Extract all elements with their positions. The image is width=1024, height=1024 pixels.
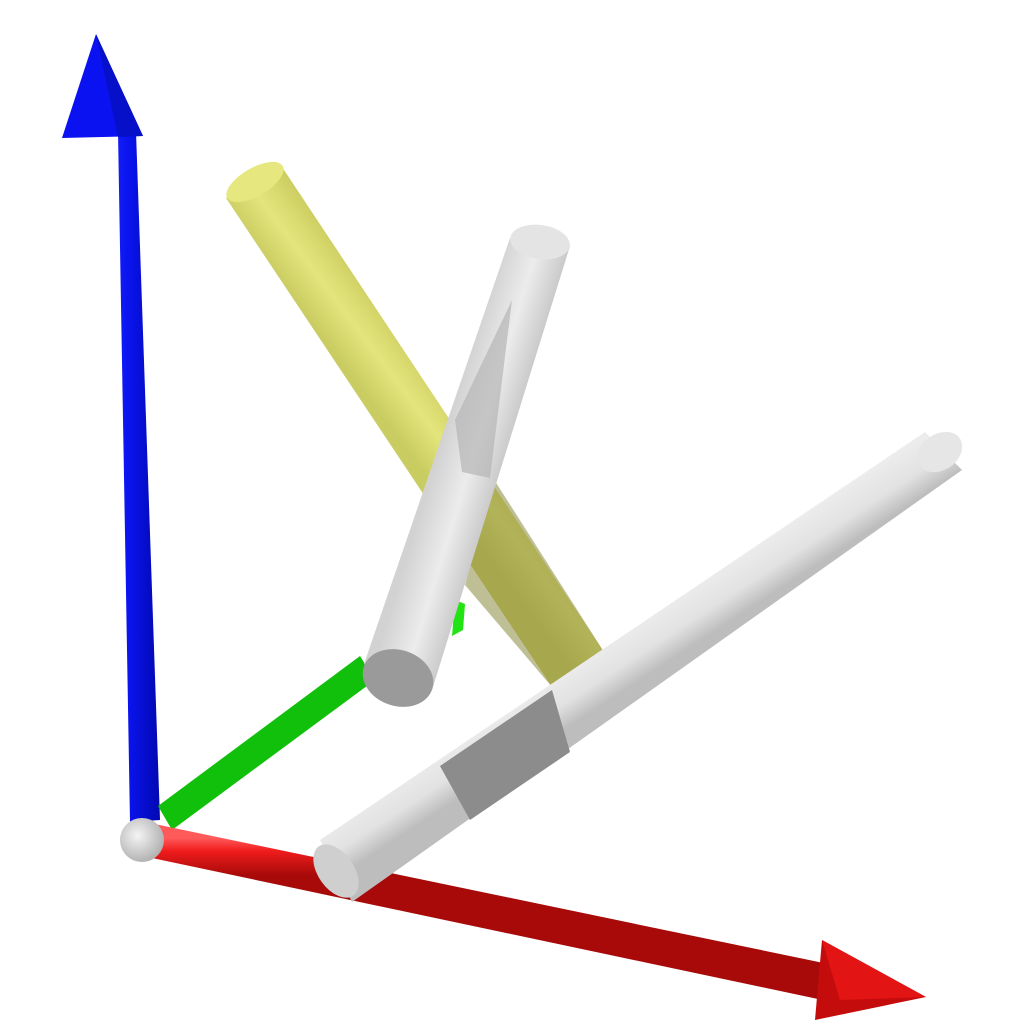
long-white-rod-end-cap — [917, 431, 963, 473]
x-axis-shaft — [145, 822, 838, 1002]
upper-white-rod-top-cap — [510, 224, 570, 260]
yellow-rod — [226, 161, 604, 687]
y-axis-shaft — [158, 656, 375, 830]
z-axis-shaft — [118, 132, 160, 822]
x-axis — [145, 822, 926, 1020]
z-axis — [62, 34, 160, 822]
origin-sphere — [120, 818, 164, 862]
yellow-rod-end-cap — [226, 161, 284, 203]
long-white-rod — [313, 431, 963, 902]
upper-white-rod — [362, 224, 570, 707]
upper-white-rod-bottom-cap — [362, 649, 434, 707]
long-white-rod-near-cap — [313, 844, 359, 898]
